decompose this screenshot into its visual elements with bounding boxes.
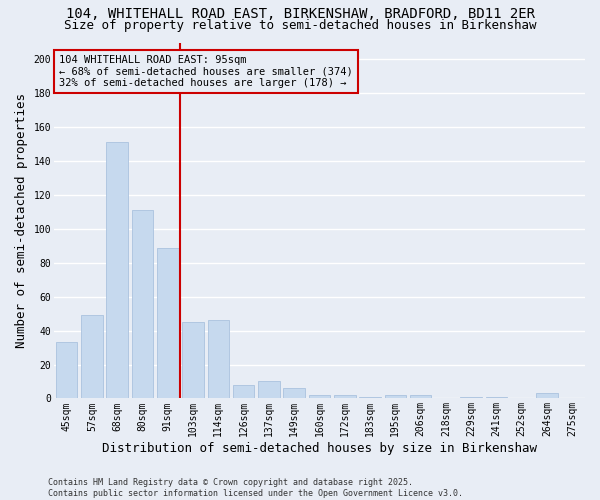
Text: Contains HM Land Registry data © Crown copyright and database right 2025.
Contai: Contains HM Land Registry data © Crown c… xyxy=(48,478,463,498)
Bar xyxy=(359,396,381,398)
Text: Size of property relative to semi-detached houses in Birkenshaw: Size of property relative to semi-detach… xyxy=(64,19,536,32)
Bar xyxy=(410,395,431,398)
Text: 104 WHITEHALL ROAD EAST: 95sqm
← 68% of semi-detached houses are smaller (374)
3: 104 WHITEHALL ROAD EAST: 95sqm ← 68% of … xyxy=(59,55,353,88)
Bar xyxy=(258,382,280,398)
Bar xyxy=(182,322,204,398)
Y-axis label: Number of semi-detached properties: Number of semi-detached properties xyxy=(15,93,28,348)
Bar xyxy=(536,394,558,398)
Bar xyxy=(132,210,153,398)
Bar xyxy=(157,248,179,398)
Text: 104, WHITEHALL ROAD EAST, BIRKENSHAW, BRADFORD, BD11 2ER: 104, WHITEHALL ROAD EAST, BIRKENSHAW, BR… xyxy=(65,8,535,22)
Bar xyxy=(106,142,128,398)
Bar xyxy=(486,396,507,398)
Bar xyxy=(233,385,254,398)
Bar xyxy=(208,320,229,398)
Bar xyxy=(385,395,406,398)
Bar xyxy=(309,395,330,398)
Bar xyxy=(460,396,482,398)
Bar xyxy=(283,388,305,398)
Bar xyxy=(334,395,356,398)
Bar xyxy=(81,316,103,398)
Bar xyxy=(56,342,77,398)
X-axis label: Distribution of semi-detached houses by size in Birkenshaw: Distribution of semi-detached houses by … xyxy=(102,442,537,455)
